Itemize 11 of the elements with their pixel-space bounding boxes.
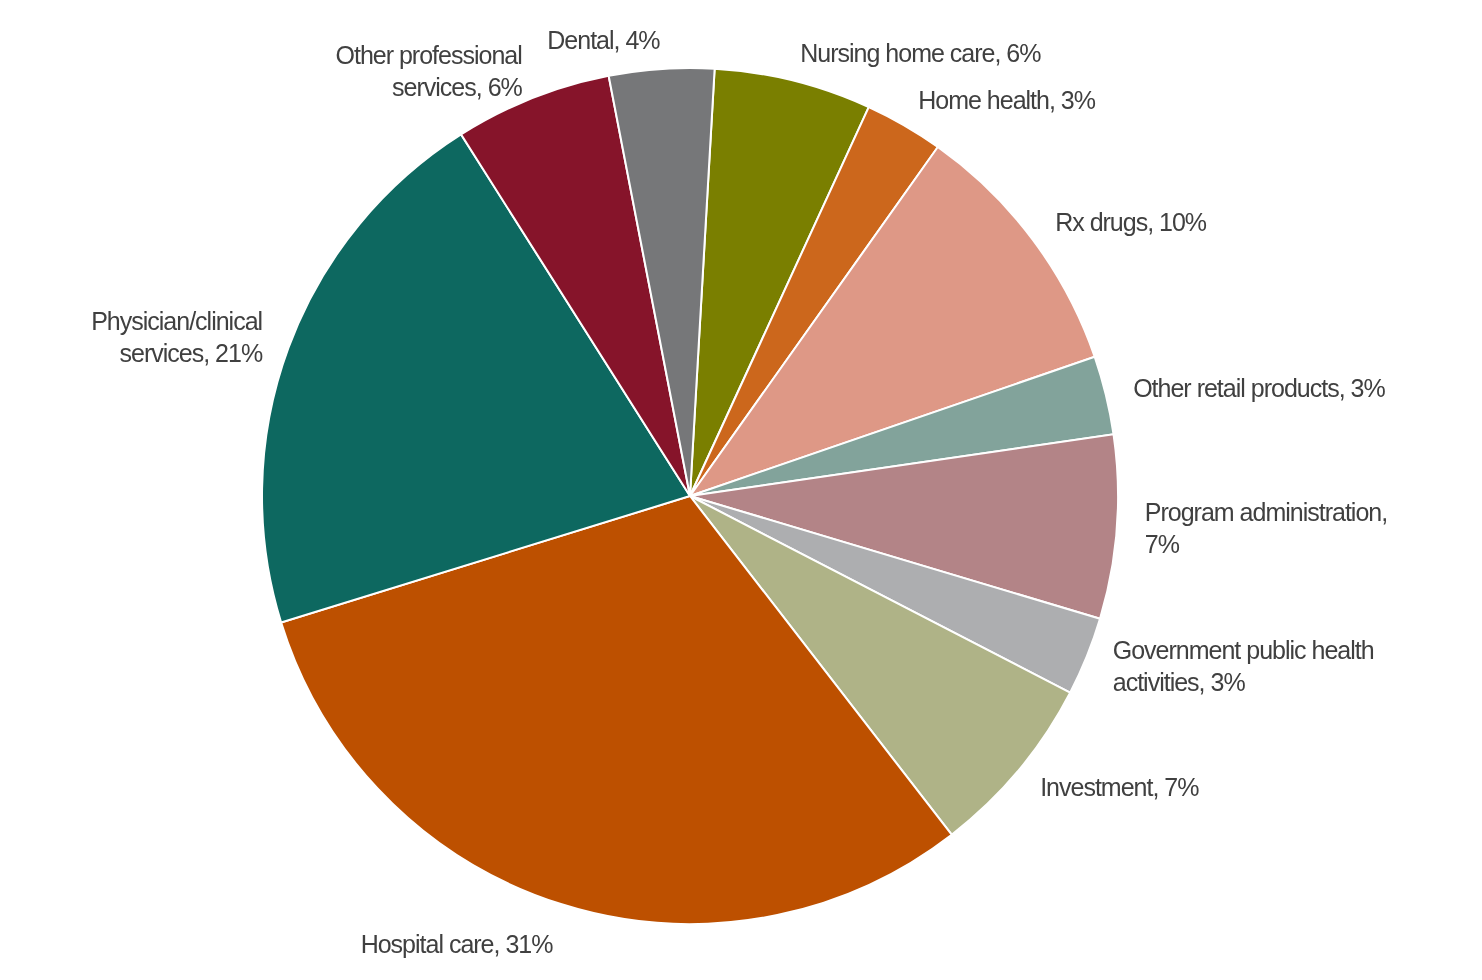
slice-label: Investment, 7% xyxy=(1040,773,1200,802)
slice-label: Home health, 3% xyxy=(918,86,1096,115)
slice-label: Nursing home care, 6% xyxy=(800,38,1042,67)
slice-label: Government public health activities, 3% xyxy=(1112,635,1374,696)
slice-label: Rx drugs, 10% xyxy=(1055,207,1207,236)
slice-label: Other professional services, 6% xyxy=(335,41,523,102)
slice-label: Hospital care, 31% xyxy=(360,929,554,958)
slice-label: Program administration, 7% xyxy=(1144,498,1388,559)
slice-label: Physician/clinical services, 21% xyxy=(91,307,263,368)
slice-label: Other retail products, 3% xyxy=(1133,373,1386,402)
slice-label: Dental, 4% xyxy=(547,26,661,55)
